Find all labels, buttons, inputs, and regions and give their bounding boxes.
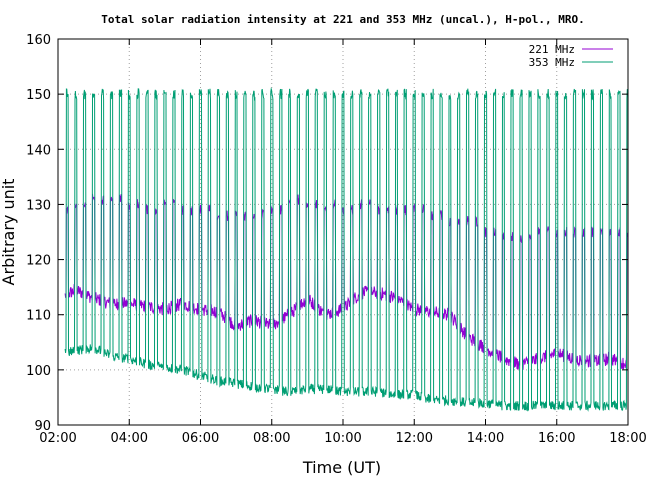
y-tick-label: 140 (26, 143, 51, 158)
legend: 221 MHz 353 MHz (529, 43, 613, 69)
legend-label-353-mhz: 353 MHz (529, 56, 575, 69)
y-tick-label: 130 (26, 198, 51, 213)
x-tick-label: 04:00 (111, 431, 148, 446)
plot-traces (64, 87, 629, 412)
x-tick-label: 02:00 (39, 431, 76, 446)
y-tick-label: 100 (26, 364, 51, 379)
y-axis-label: Arbitrary unit (0, 179, 18, 286)
y-tick-label: 90 (34, 419, 51, 434)
x-tick-label: 12:00 (396, 431, 433, 446)
y-axis-ticks: 90 100 110 120 130 140 150 160 (26, 33, 628, 434)
x-tick-label: 10:00 (324, 431, 361, 446)
x-tick-label: 16:00 (538, 431, 575, 446)
x-tick-label: 14:00 (467, 431, 504, 446)
chart-title: Total solar radiation intensity at 221 a… (101, 13, 584, 26)
y-tick-label: 110 (26, 309, 51, 324)
x-axis-ticks: 02:00 04:00 06:00 08:00 10:00 12:00 14:00 16:00… (39, 39, 647, 446)
legend-label-221-mhz: 221 MHz (529, 43, 575, 56)
series-353-mhz-line (64, 87, 629, 412)
y-tick-label: 150 (26, 88, 51, 103)
y-tick-label: 160 (26, 33, 51, 48)
x-tick-label: 06:00 (182, 431, 219, 446)
x-tick-label: 18:00 (609, 431, 646, 446)
y-tick-label: 120 (26, 254, 51, 269)
series-221-mhz-line (64, 193, 629, 371)
x-axis-label: Time (UT) (302, 458, 381, 477)
x-tick-label: 08:00 (253, 431, 290, 446)
